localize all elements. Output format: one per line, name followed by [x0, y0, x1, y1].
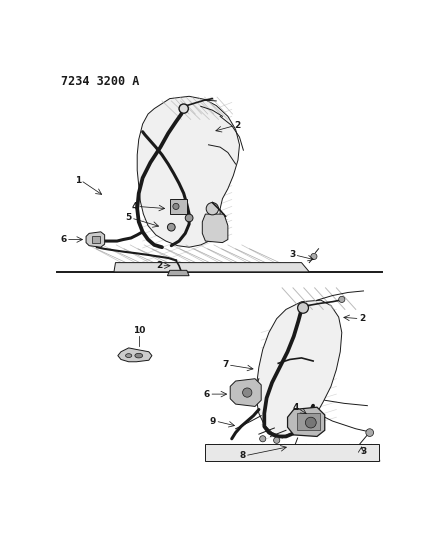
Text: 8: 8 [240, 451, 246, 460]
Circle shape [173, 203, 179, 209]
Text: 3: 3 [289, 251, 295, 260]
Ellipse shape [125, 354, 132, 358]
Bar [92, 236, 100, 244]
Polygon shape [202, 214, 228, 243]
Polygon shape [86, 232, 105, 247]
Polygon shape [230, 379, 261, 407]
Polygon shape [114, 263, 309, 272]
Text: 9: 9 [210, 417, 216, 425]
Text: 2: 2 [359, 314, 365, 323]
Text: 2: 2 [156, 261, 162, 270]
Bar [297, 414, 320, 430]
Circle shape [339, 296, 345, 303]
Text: 5: 5 [125, 213, 132, 222]
Text: 7: 7 [223, 360, 229, 369]
Text: 4: 4 [292, 403, 298, 413]
Text: 1: 1 [75, 176, 81, 185]
Circle shape [167, 223, 175, 231]
Polygon shape [205, 444, 379, 461]
Polygon shape [137, 96, 240, 247]
Polygon shape [256, 300, 342, 437]
Text: 10: 10 [133, 327, 145, 335]
Ellipse shape [135, 353, 143, 358]
Polygon shape [118, 348, 152, 362]
Bar [170, 199, 187, 214]
Circle shape [206, 203, 219, 215]
Circle shape [185, 214, 193, 222]
Circle shape [243, 388, 252, 397]
Text: 4: 4 [132, 202, 138, 211]
Text: 6: 6 [204, 390, 210, 399]
Text: 2: 2 [234, 121, 240, 130]
Circle shape [260, 435, 266, 442]
Polygon shape [167, 270, 189, 276]
Polygon shape [288, 407, 325, 437]
Text: 6: 6 [60, 235, 67, 244]
Text: 3: 3 [360, 447, 367, 456]
Circle shape [179, 104, 188, 113]
Circle shape [273, 437, 280, 443]
Circle shape [305, 417, 316, 428]
Circle shape [297, 303, 309, 313]
Text: 7234 3200 A: 7234 3200 A [61, 75, 140, 88]
Circle shape [366, 429, 374, 437]
Circle shape [311, 253, 317, 260]
